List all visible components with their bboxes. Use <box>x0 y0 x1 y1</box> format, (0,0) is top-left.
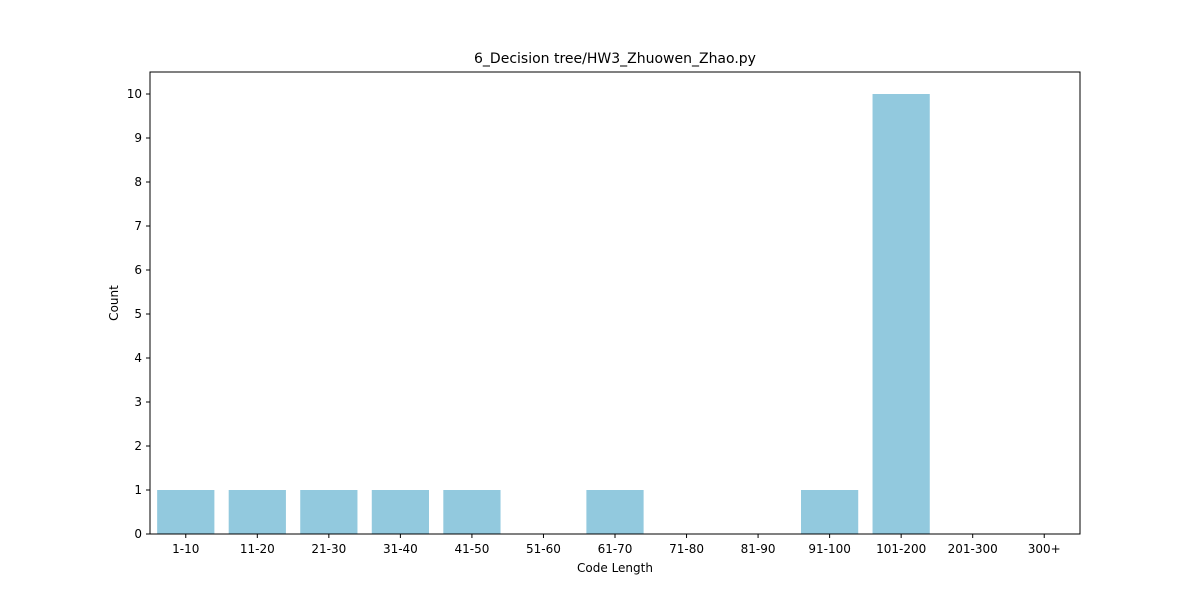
y-tick-label: 3 <box>134 395 142 409</box>
x-tick-label: 91-100 <box>808 542 851 556</box>
bar-61-70 <box>586 490 644 534</box>
bar-21-30 <box>300 490 358 534</box>
x-tick-label: 71-80 <box>669 542 704 556</box>
y-tick-label: 10 <box>127 87 142 101</box>
x-tick-label: 41-50 <box>454 542 489 556</box>
chart-title: 6_Decision tree/HW3_Zhuowen_Zhao.py <box>474 51 756 67</box>
x-tick-label: 11-20 <box>240 542 275 556</box>
plot-area-frame <box>149 71 1081 535</box>
x-tick-label: 61-70 <box>598 542 633 556</box>
y-tick-label: 4 <box>134 351 142 365</box>
y-tick-label: 1 <box>134 483 142 497</box>
bar-1-10 <box>157 490 215 534</box>
y-tick-label: 9 <box>134 131 142 145</box>
x-tick-label: 31-40 <box>383 542 418 556</box>
y-tick-label: 8 <box>134 175 142 189</box>
y-axis-ticks: 0 1 2 3 4 5 6 7 8 9 10 <box>127 87 150 541</box>
x-tick-label: 1-10 <box>172 542 199 556</box>
bar-41-50 <box>443 490 501 534</box>
y-tick-label: 6 <box>134 263 142 277</box>
y-axis-label: Count <box>107 285 121 321</box>
x-tick-label: 201-300 <box>948 542 998 556</box>
x-tick-label: 81-90 <box>741 542 776 556</box>
bar-91-100 <box>801 490 859 534</box>
x-tick-label: 101-200 <box>876 542 926 556</box>
x-axis-ticks: 1-10 11-20 21-30 31-40 41-50 51-60 61-70 71-80 8… <box>172 534 1061 556</box>
y-tick-label: 2 <box>134 439 142 453</box>
bar-31-40 <box>371 490 429 534</box>
x-tick-label: 21-30 <box>311 542 346 556</box>
y-tick-label: 0 <box>134 527 142 541</box>
bar-11-20 <box>228 490 286 534</box>
y-tick-label: 5 <box>134 307 142 321</box>
y-tick-label: 7 <box>134 219 142 233</box>
x-tick-label: 51-60 <box>526 542 561 556</box>
bars-layer <box>157 94 930 534</box>
x-axis-label: Code Length <box>577 561 653 575</box>
x-tick-label: 300+ <box>1028 542 1061 556</box>
bar-101-200 <box>872 94 930 534</box>
